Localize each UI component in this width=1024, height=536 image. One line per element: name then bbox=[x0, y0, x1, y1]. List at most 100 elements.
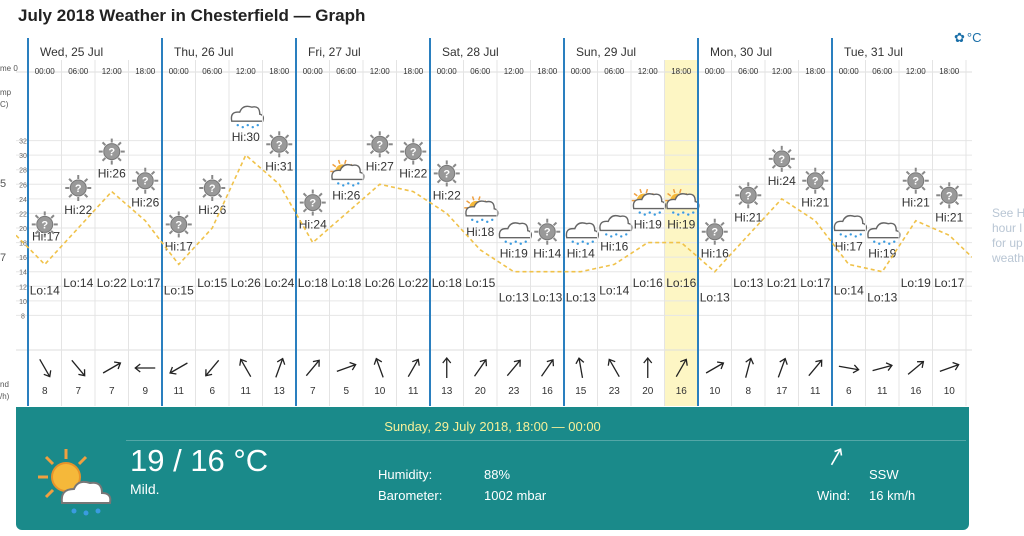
cloud-rain-icon bbox=[833, 214, 868, 238]
high-temp-label: Hi:14 bbox=[567, 247, 595, 261]
svg-text:?: ? bbox=[778, 154, 785, 166]
wind-speed-label: 5 bbox=[343, 386, 349, 397]
slot-time-label: 18:00 bbox=[939, 67, 960, 76]
humidity-label: Humidity: bbox=[378, 467, 433, 482]
high-temp-label: Hi:21 bbox=[902, 196, 930, 210]
y-tick-label: 20 bbox=[19, 226, 27, 233]
slot-time-label: 12:00 bbox=[638, 67, 659, 76]
svg-text:?: ? bbox=[410, 147, 417, 159]
wind-direction-arrow bbox=[705, 361, 725, 374]
slot-time-label: 18:00 bbox=[403, 67, 424, 76]
y-tick-label: 28 bbox=[19, 168, 27, 175]
side-note-line: See H bbox=[992, 206, 1024, 220]
sun-icon: ? bbox=[701, 218, 728, 245]
sun-icon: ? bbox=[299, 189, 326, 216]
svg-text:?: ? bbox=[912, 176, 919, 188]
high-temp-label: Hi:26 bbox=[131, 196, 159, 210]
sun-icon: ? bbox=[534, 218, 561, 245]
wind-direction-arrow bbox=[102, 361, 122, 374]
slot-time-label: 00:00 bbox=[35, 67, 56, 76]
svg-text:?: ? bbox=[443, 168, 450, 180]
detail-description: Mild. bbox=[130, 481, 160, 497]
divider bbox=[126, 440, 966, 441]
sun-cloud-rain-icon bbox=[36, 445, 116, 526]
sun-icon: ? bbox=[266, 131, 293, 158]
sun-icon: ? bbox=[65, 175, 92, 201]
y-tick-label: 8 bbox=[21, 313, 25, 320]
high-temp-label: Hi:22 bbox=[399, 167, 427, 181]
wind-direction-arrow bbox=[407, 358, 420, 377]
gear-icon: ✿ bbox=[954, 30, 965, 45]
wind-speed-label: 11 bbox=[174, 386, 185, 397]
sun-cloud-rain-icon bbox=[330, 159, 365, 187]
sun-icon: ? bbox=[768, 145, 795, 172]
time-axis-label: me 0 bbox=[0, 64, 18, 73]
high-temp-label: Hi:17 bbox=[165, 239, 193, 253]
temp-axis-label-1: mp bbox=[0, 88, 12, 97]
wind-axis-label-1: nd bbox=[0, 380, 9, 389]
low-temp-label: Lo:15 bbox=[197, 276, 227, 290]
wind-direction-arrow bbox=[473, 358, 488, 377]
y-tick-label: 26 bbox=[19, 182, 27, 189]
wind-direction-arrow bbox=[575, 357, 585, 378]
sun-icon: ? bbox=[132, 167, 159, 194]
wind-direction-arrow bbox=[675, 358, 688, 377]
wind-speed-label: 15 bbox=[575, 386, 587, 397]
selected-slot-highlight[interactable] bbox=[664, 60, 699, 406]
sun-icon: ? bbox=[366, 131, 393, 158]
wind-direction-arrow bbox=[607, 358, 620, 377]
sun-icon: ? bbox=[902, 167, 929, 194]
low-temp-label: Lo:13 bbox=[700, 291, 730, 305]
high-temp-label: Hi:26 bbox=[332, 188, 360, 202]
slot-time-label: 00:00 bbox=[705, 67, 726, 76]
sun-icon: ? bbox=[31, 211, 58, 238]
slot-time-label: 18:00 bbox=[671, 67, 692, 76]
wind-direction-arrow bbox=[939, 361, 960, 373]
wind-speed-label: 8 bbox=[745, 386, 751, 397]
low-temp-label: Lo:13 bbox=[867, 291, 897, 305]
low-temp-label: Lo:21 bbox=[767, 276, 797, 290]
day-label: Wed, 25 Jul bbox=[40, 45, 103, 59]
wind-speed-label: 10 bbox=[374, 386, 386, 397]
high-temp-label: Hi:17 bbox=[835, 239, 863, 253]
wind-direction-arrow bbox=[336, 361, 357, 373]
sun-icon: ? bbox=[735, 182, 762, 209]
slot-time-label: 06:00 bbox=[872, 67, 893, 76]
slot-time-label: 12:00 bbox=[102, 67, 123, 76]
wind-speed-label: 6 bbox=[209, 386, 215, 397]
wind-direction-arrow bbox=[838, 364, 860, 374]
low-temp-label: Lo:22 bbox=[97, 276, 127, 290]
svg-text:?: ? bbox=[75, 183, 82, 195]
slot-time-label: 00:00 bbox=[839, 67, 860, 76]
barometer-value: 1002 mbar bbox=[484, 488, 547, 503]
svg-text:?: ? bbox=[745, 190, 752, 202]
high-temp-label: Hi:24 bbox=[768, 174, 796, 188]
high-temp-label: Hi:19 bbox=[868, 247, 896, 261]
low-temp-label: Lo:13 bbox=[532, 291, 562, 305]
low-temp-label: Lo:15 bbox=[465, 276, 495, 290]
high-temp-label: Hi:16 bbox=[701, 247, 729, 261]
wind-direction-arrow bbox=[506, 359, 521, 377]
slot-time-label: 06:00 bbox=[738, 67, 759, 76]
wind-speed-label: 6 bbox=[846, 386, 852, 397]
wind-direction-arrow bbox=[373, 357, 384, 378]
temperature-unit-toggle[interactable]: ✿ °C bbox=[954, 30, 982, 46]
slot-time-label: 18:00 bbox=[269, 67, 290, 76]
wind-speed-label: 16 bbox=[542, 386, 554, 397]
wind-direction-arrow bbox=[134, 363, 156, 373]
day-label: Thu, 26 Jul bbox=[174, 45, 233, 59]
slot-time-label: 18:00 bbox=[805, 67, 826, 76]
y-tick-label: 22 bbox=[19, 211, 27, 218]
low-temp-label: Lo:24 bbox=[264, 276, 294, 290]
wind-direction-value: SSW bbox=[869, 467, 899, 482]
slot-time-label: 18:00 bbox=[537, 67, 558, 76]
wind-speed-label: 17 bbox=[776, 386, 788, 397]
wind-speed-label: 23 bbox=[609, 386, 621, 397]
wind-value: 16 km/h bbox=[869, 488, 916, 503]
low-temp-label: Lo:13 bbox=[733, 276, 763, 290]
wind-speed-label: 7 bbox=[310, 386, 316, 397]
weather-graph: 32 30 28 26 24 22 20 18 16 14 12 10 8 Wed, 25 Jul 00:0… bbox=[16, 38, 972, 406]
side-note-line: for up bbox=[992, 236, 1023, 250]
high-temp-label: Hi:19 bbox=[500, 247, 528, 261]
high-temp-label: Hi:24 bbox=[299, 218, 327, 232]
